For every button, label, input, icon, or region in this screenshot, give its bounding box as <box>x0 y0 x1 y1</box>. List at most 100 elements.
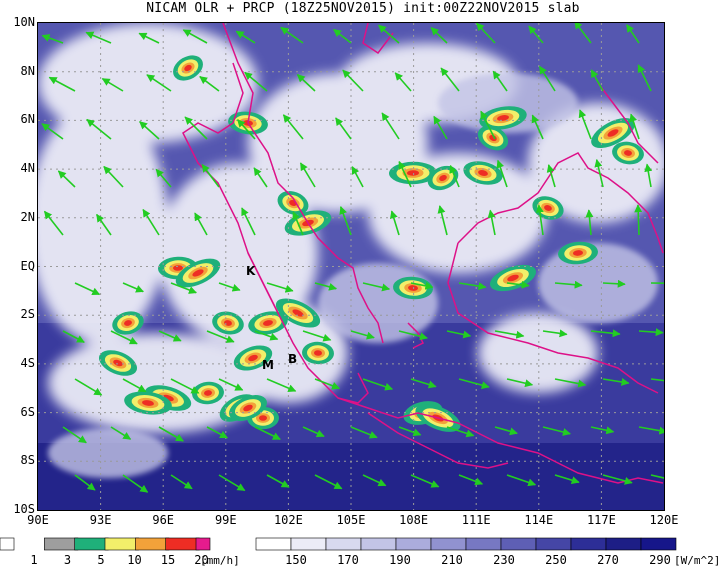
marker-m: M <box>262 358 274 372</box>
wind-arrow <box>487 209 496 236</box>
olr-swatch <box>605 537 642 551</box>
wind-arrow <box>241 207 256 236</box>
wind-arrow <box>218 378 244 391</box>
wind-arrow <box>142 208 160 236</box>
wind-arrow <box>362 378 394 391</box>
wind-arrow <box>542 426 571 436</box>
wind-arrow <box>201 163 220 188</box>
wind-arrow <box>302 426 325 438</box>
wind-arrow <box>235 30 256 44</box>
wind-arrow <box>449 164 460 188</box>
wind-arrow <box>110 330 138 345</box>
wind-arrow <box>437 205 448 236</box>
precip-cell <box>275 298 321 328</box>
wind-arrow <box>362 282 391 292</box>
olr-swatch <box>500 537 537 551</box>
wind-arrow <box>314 378 341 390</box>
wind-arrow <box>446 330 472 339</box>
lat-label: 2N <box>20 209 35 224</box>
precip-cell <box>175 258 221 288</box>
olr-swatch <box>640 537 677 551</box>
lat-label: 8N <box>20 63 35 78</box>
wind-arrow <box>41 123 64 140</box>
lat-label: 4S <box>20 355 35 370</box>
wind-arrow <box>378 24 400 44</box>
precip-tick-label: 20 <box>194 553 209 567</box>
wind-arrow <box>546 164 556 188</box>
wind-arrow <box>86 118 112 140</box>
precip-swatch <box>44 537 79 551</box>
olr-tick-label: 150 <box>285 553 307 567</box>
wind-arrow <box>410 474 440 488</box>
precip-swatch <box>135 537 170 551</box>
wind-arrow <box>184 116 208 140</box>
wind-arrow <box>314 282 338 291</box>
lat-label: 10N <box>13 15 35 29</box>
lon-label: 90E <box>27 513 49 527</box>
wind-arrow <box>602 474 633 485</box>
wind-arrow <box>237 119 256 140</box>
wind-arrow <box>48 76 76 92</box>
wind-arrow <box>494 426 518 436</box>
wind-arrow <box>254 330 279 341</box>
precip-cell <box>248 311 288 335</box>
wind-arrow <box>266 378 297 392</box>
precip-cell <box>173 55 203 81</box>
wind-arrow <box>433 115 448 140</box>
olr-tick-label: 190 <box>389 553 411 567</box>
wind-arrow <box>74 282 101 296</box>
olr-swatch <box>290 537 327 551</box>
precip-swatch <box>104 537 139 551</box>
wind-arrow <box>253 167 268 188</box>
wind-arrow <box>637 64 652 92</box>
wind-arrow <box>634 204 643 236</box>
wind-arrow <box>266 474 290 488</box>
olr-tick-label: 230 <box>493 553 515 567</box>
wind-arrow <box>394 72 412 92</box>
wind-arrow <box>138 32 160 44</box>
wind-arrow <box>158 426 184 442</box>
lat-label: 2S <box>20 307 35 322</box>
wind-arrow <box>110 426 132 440</box>
wind-arrow <box>206 330 235 343</box>
olr-tick-label: 270 <box>597 553 619 567</box>
wind-arrow <box>335 117 352 140</box>
precip-tick-label: 3 <box>63 553 72 567</box>
lat-label: 8S <box>20 453 35 468</box>
precip-unit: [mm/h] <box>200 554 240 567</box>
wind-arrow <box>496 159 508 188</box>
precip-cell <box>98 350 138 376</box>
wind-arrow <box>531 114 544 140</box>
wind-arrow <box>122 282 144 293</box>
wind-arrow <box>535 204 544 236</box>
wind-arrow <box>590 329 621 338</box>
wind-arrow <box>155 168 172 188</box>
wind-arrow <box>280 26 304 44</box>
lon-label: 105E <box>336 513 366 527</box>
wind-arrow <box>158 330 182 342</box>
lon-label: 114E <box>524 513 554 527</box>
wind-arrow <box>644 163 653 188</box>
wind-arrow <box>458 282 487 291</box>
wind-arrow <box>218 282 241 292</box>
wind-arrow <box>101 77 124 92</box>
wind-arrow <box>398 330 428 341</box>
wind-arrow <box>638 328 664 337</box>
wind-arrow <box>638 426 664 435</box>
olr-swatch <box>325 537 362 551</box>
precip-cell <box>558 241 598 265</box>
wind-arrow <box>41 34 64 44</box>
wind-arrow <box>342 69 364 92</box>
olr-unit: [W/m^2] <box>674 554 721 567</box>
olr-tick-label: 290 <box>649 553 671 567</box>
lat-label: EQ <box>20 258 35 273</box>
wind-arrow <box>458 378 490 390</box>
precip-swatch <box>0 537 15 551</box>
olr-tick-label: 250 <box>545 553 567 567</box>
olr-tick-label: 210 <box>441 553 463 567</box>
lon-label: 96E <box>152 513 175 527</box>
wind-arrow <box>538 65 556 92</box>
wind-arrow <box>480 110 496 140</box>
wind-arrow <box>381 112 400 140</box>
precip-cell <box>302 341 334 365</box>
